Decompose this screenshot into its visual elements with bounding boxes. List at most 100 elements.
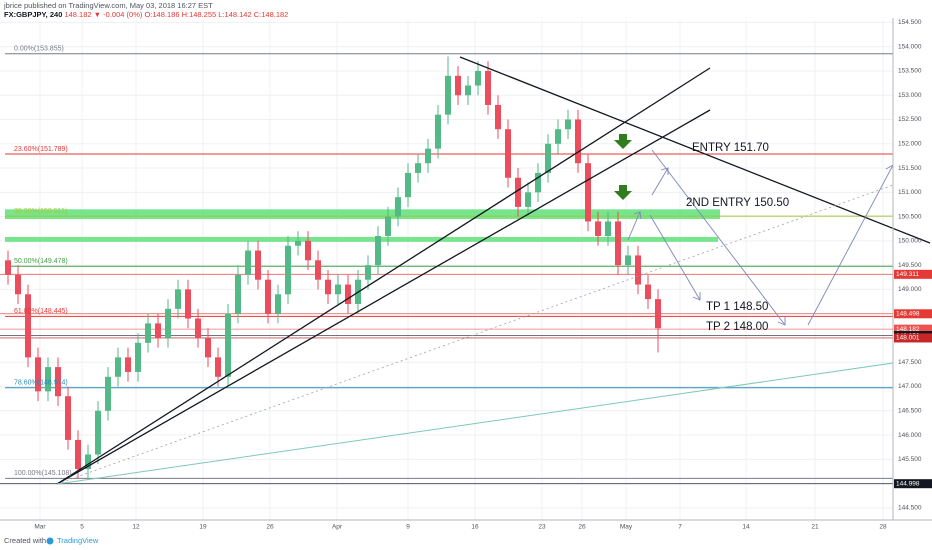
trend-line [56, 362, 894, 485]
candle-body [535, 172, 541, 193]
candle-body [495, 104, 501, 130]
candle-body [5, 260, 11, 275]
candle-body [165, 308, 171, 338]
price-tag [894, 333, 932, 343]
candle-body [465, 85, 471, 96]
arrow-head [777, 317, 786, 326]
candle-body [65, 396, 71, 440]
candle-body [325, 279, 331, 295]
annotation: TP 1 148.50 [706, 301, 768, 313]
fib-label: 78.60%(146.974) [14, 380, 68, 387]
fib-label: 38.20%(150.511) [14, 208, 67, 215]
candle-body [45, 367, 51, 392]
candle-body [395, 197, 401, 217]
arrow-head [633, 211, 642, 220]
candle-body [545, 143, 551, 173]
candle-body [605, 221, 611, 237]
candle-body [435, 114, 441, 149]
y-tick-label: 144.500 [898, 505, 922, 512]
symbol-line: FX:GBPJPY, 240 148.182 ▼ -0.004 (0%) O:1… [4, 10, 288, 19]
candle-body [75, 439, 81, 470]
price-tag [894, 479, 932, 489]
candle-body [595, 221, 601, 237]
logo [46, 537, 54, 545]
candle-body [385, 216, 391, 237]
x-tick-label: 14 [742, 524, 750, 531]
y-tick-label: 149.500 [898, 262, 922, 269]
candle-body [565, 119, 571, 130]
x-tick-label: 26 [266, 524, 274, 531]
price-tag [894, 269, 932, 279]
price-tag-label: 148.498 [896, 311, 920, 318]
x-tick-label: Mar [34, 524, 46, 531]
trend-line [56, 109, 711, 485]
x-tick-label: 16 [471, 524, 479, 531]
candle-body [235, 274, 241, 314]
y-tick-label: 152.500 [898, 116, 922, 123]
candle-body [625, 255, 631, 266]
y-tick-label: 147.500 [898, 359, 922, 366]
y-tick-label: 145.500 [898, 456, 922, 463]
y-tick-label: 150.500 [898, 213, 922, 220]
candle-body [285, 245, 291, 295]
candle-body [295, 240, 301, 246]
x-tick-label: 9 [406, 524, 410, 531]
price-tag-label: 144.998 [896, 480, 920, 487]
candle-body [405, 172, 411, 198]
y-tick-label: 154.000 [898, 43, 922, 50]
candles [5, 56, 661, 479]
change: ▼ -0.004 (0%) [94, 10, 143, 19]
candle-body [125, 357, 131, 372]
candle-body [265, 279, 271, 314]
candle-body [275, 294, 281, 314]
candle-body [575, 119, 581, 164]
candle-body [155, 323, 161, 338]
y-tick-label: 154.500 [898, 19, 922, 26]
candle-body [185, 289, 191, 319]
candle-body [365, 265, 371, 280]
labels: 144.500145.000145.500146.000146.500147.0… [14, 19, 932, 531]
candle-body [305, 240, 311, 261]
fib-label: 100.00%(145.108) [14, 470, 72, 477]
price-tag-label: 149.311 [896, 271, 919, 278]
annotation: TP 2 148.00 [706, 321, 768, 333]
y-tick-label: 147.000 [898, 383, 922, 390]
x-tick-label: May [620, 524, 633, 531]
last-price: 148.182 [64, 10, 91, 19]
candle-body [135, 342, 141, 372]
annotation: 2ND ENTRY 150.50 [686, 197, 789, 209]
y-tick-label: 153.500 [898, 68, 922, 75]
candle-body [225, 313, 231, 377]
candle-body [255, 250, 261, 280]
zone [5, 236, 718, 242]
x-tick-label: 23 [538, 524, 546, 531]
zone [5, 209, 720, 220]
candle-body [35, 357, 41, 392]
trend-line [56, 67, 711, 485]
drawings [56, 56, 931, 485]
candle-body [335, 284, 341, 295]
candle-body [375, 236, 381, 266]
footer-brand[interactable]: TradingView [57, 536, 99, 545]
arrow [807, 164, 894, 326]
price-tag-label: 148.182 [896, 326, 920, 333]
x-tick-label: 5 [80, 524, 84, 531]
y-tick-label: 149.000 [898, 286, 922, 293]
candle-body [615, 221, 621, 266]
candle-body [505, 129, 511, 178]
x-tick-label: 19 [199, 524, 207, 531]
candle-body [95, 410, 101, 455]
candle-body [475, 70, 481, 86]
candle-body [585, 163, 591, 222]
candle-body [445, 75, 451, 115]
price-axis [0, 18, 932, 521]
y-tick-label: 150.000 [898, 238, 922, 245]
arrows [627, 149, 894, 326]
candle-body [455, 75, 461, 96]
x-tick-label: 21 [811, 524, 819, 531]
fib-label: 0.00%(153.855) [14, 46, 64, 53]
candle-body [175, 289, 181, 309]
candle-body [105, 376, 111, 411]
candle-body [245, 250, 251, 275]
fib-label: 50.00%(149.478) [14, 258, 68, 265]
